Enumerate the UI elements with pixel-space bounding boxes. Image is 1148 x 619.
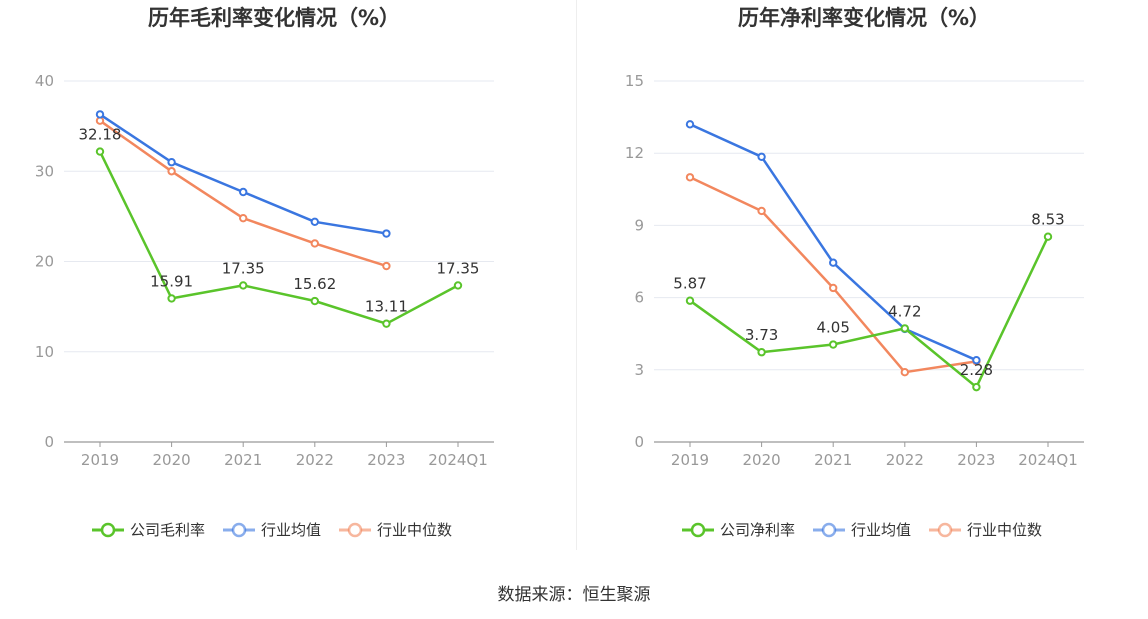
- data-point: [972, 382, 981, 392]
- x-tick-label: 2021: [224, 451, 262, 469]
- series-line: [98, 151, 459, 325]
- data-point: [1043, 232, 1053, 241]
- legend-marker: [231, 522, 247, 538]
- x-tick-label: 2022: [886, 451, 924, 469]
- data-point: [382, 229, 391, 238]
- y-tick-label: 6: [634, 289, 644, 307]
- data-point: [757, 206, 766, 216]
- y-tick-label: 3: [634, 361, 644, 379]
- data-point: [685, 173, 695, 182]
- chart-title: 历年净利率变化情况（%）: [738, 6, 990, 30]
- data-point: [310, 217, 319, 226]
- y-tick-label: 9: [634, 216, 644, 234]
- data-point: [900, 368, 909, 377]
- data-point: [900, 324, 909, 333]
- data-point: [382, 261, 391, 271]
- legend-label: 行业均值: [261, 521, 321, 539]
- data-label: 2.28: [960, 361, 993, 379]
- chart-title: 历年毛利率变化情况（%）: [148, 6, 400, 30]
- gross-margin-chart: 历年毛利率变化情况（%） 0 10 20 30 40 2019 2020 2021 2022 202…: [0, 0, 574, 560]
- data-point: [382, 319, 391, 328]
- y-tick-label: 0: [44, 433, 54, 451]
- data-point: [685, 296, 695, 305]
- data-label: 5.87: [673, 275, 706, 293]
- legend-label: 公司净利率: [720, 521, 795, 539]
- data-point: [310, 239, 319, 248]
- legend-label: 行业中位数: [377, 521, 452, 539]
- data-label: 8.53: [1031, 211, 1064, 229]
- data-source: 数据来源：恒生聚源: [497, 585, 651, 605]
- data-point: [757, 152, 766, 162]
- data-point: [95, 147, 105, 156]
- data-point: [167, 167, 176, 176]
- series-line: [689, 236, 1050, 389]
- data-label: 4.72: [888, 302, 921, 320]
- chart-divider: [576, 0, 577, 550]
- net-margin-chart-svg: 历年净利率变化情况（%） 0 3 6 9 12 15 2019 2020 2021 2022 2023…: [625, 6, 1084, 539]
- data-label: 17.35: [222, 259, 265, 277]
- x-tick-label: 2023: [367, 451, 405, 469]
- x-tick-label: 2020: [153, 451, 191, 469]
- data-label: 15.62: [293, 275, 336, 293]
- x-tick-label: 2020: [743, 451, 781, 469]
- data-label: 4.05: [816, 319, 849, 337]
- net-margin-chart: 历年净利率变化情况（%） 0 3 6 9 12 15 2019 2020 2021 2022 2023…: [574, 0, 1148, 560]
- x-tick-label: 2024Q1: [428, 451, 488, 469]
- data-point: [310, 296, 319, 306]
- y-tick-label: 20: [35, 253, 54, 271]
- y-tick-label: 10: [35, 343, 54, 361]
- data-point: [453, 281, 463, 290]
- y-tick-label: 40: [35, 72, 54, 90]
- legend-label: 行业中位数: [967, 521, 1042, 539]
- data-point: [167, 158, 176, 167]
- data-point: [239, 213, 248, 223]
- data-label: 13.11: [365, 298, 408, 316]
- data-label: 32.18: [79, 126, 122, 144]
- data-point: [685, 120, 695, 129]
- data-point: [239, 281, 248, 290]
- legend-marker: [347, 522, 363, 538]
- legend-label: 公司毛利率: [130, 521, 205, 539]
- legend-marker: [100, 522, 116, 538]
- y-tick-label: 0: [634, 433, 644, 451]
- y-tick-label: 12: [625, 144, 644, 162]
- data-point: [829, 340, 838, 349]
- data-label: 3.73: [745, 326, 778, 344]
- legend-marker: [690, 522, 706, 538]
- x-tick-label: 2023: [957, 451, 995, 469]
- y-tick-label: 15: [625, 72, 644, 90]
- x-tick-label: 2019: [81, 451, 119, 469]
- legend-marker: [937, 522, 953, 538]
- legend-marker: [821, 522, 837, 538]
- data-point: [829, 283, 838, 293]
- data-point: [167, 294, 176, 303]
- data-point: [239, 187, 248, 197]
- data-label: 17.35: [437, 259, 480, 277]
- x-tick-label: 2019: [671, 451, 709, 469]
- x-tick-label: 2021: [814, 451, 852, 469]
- legend-label: 行业均值: [851, 521, 911, 539]
- data-point: [829, 258, 838, 267]
- data-point: [972, 355, 981, 365]
- data-label: 15.91: [150, 272, 193, 290]
- gross-margin-chart-svg: 历年毛利率变化情况（%） 0 10 20 30 40 2019 2020 2021 2022 202…: [35, 6, 494, 539]
- data-point: [95, 110, 105, 119]
- x-tick-label: 2022: [296, 451, 334, 469]
- x-tick-label: 2024Q1: [1018, 451, 1078, 469]
- y-tick-label: 30: [35, 162, 54, 180]
- data-point: [757, 348, 766, 357]
